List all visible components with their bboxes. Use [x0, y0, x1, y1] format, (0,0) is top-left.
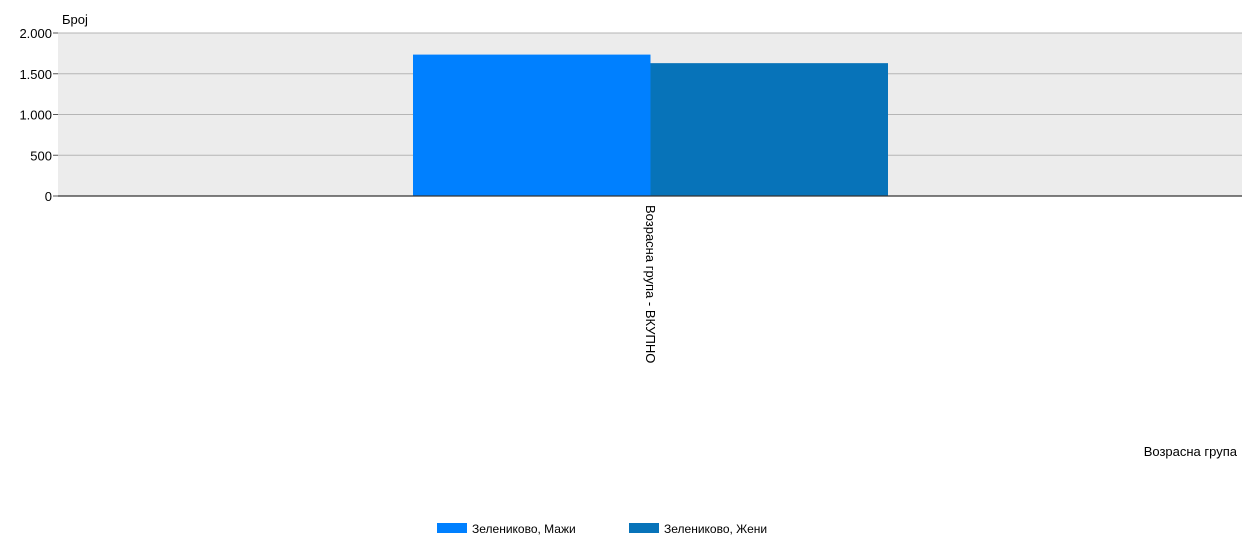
legend-label: Зелениково, Жени	[664, 522, 767, 536]
bars	[413, 54, 888, 196]
x-axis-title: Возрасна група	[1144, 444, 1238, 459]
y-tick-label: 2.000	[19, 26, 52, 41]
y-tick-label: 1.000	[19, 108, 52, 123]
x-tick-label: Возрасна група - ВКУПНО	[643, 205, 658, 363]
y-tick-label: 1.500	[19, 67, 52, 82]
bar	[650, 63, 888, 196]
y-tick-label: 500	[30, 148, 52, 163]
bar	[413, 54, 651, 196]
y-tick-label: 0	[45, 189, 52, 204]
legend-swatch	[437, 523, 467, 533]
legend-swatch	[629, 523, 659, 533]
legend: Зелениково, Мажи Зелениково, Жени	[437, 522, 767, 536]
x-axis: Возрасна група - ВКУПНО	[643, 205, 658, 363]
legend-label: Зелениково, Мажи	[472, 522, 576, 536]
y-axis: 0 500 1.000 1.500 2.000	[19, 26, 58, 204]
y-axis-title: Број	[62, 12, 88, 27]
